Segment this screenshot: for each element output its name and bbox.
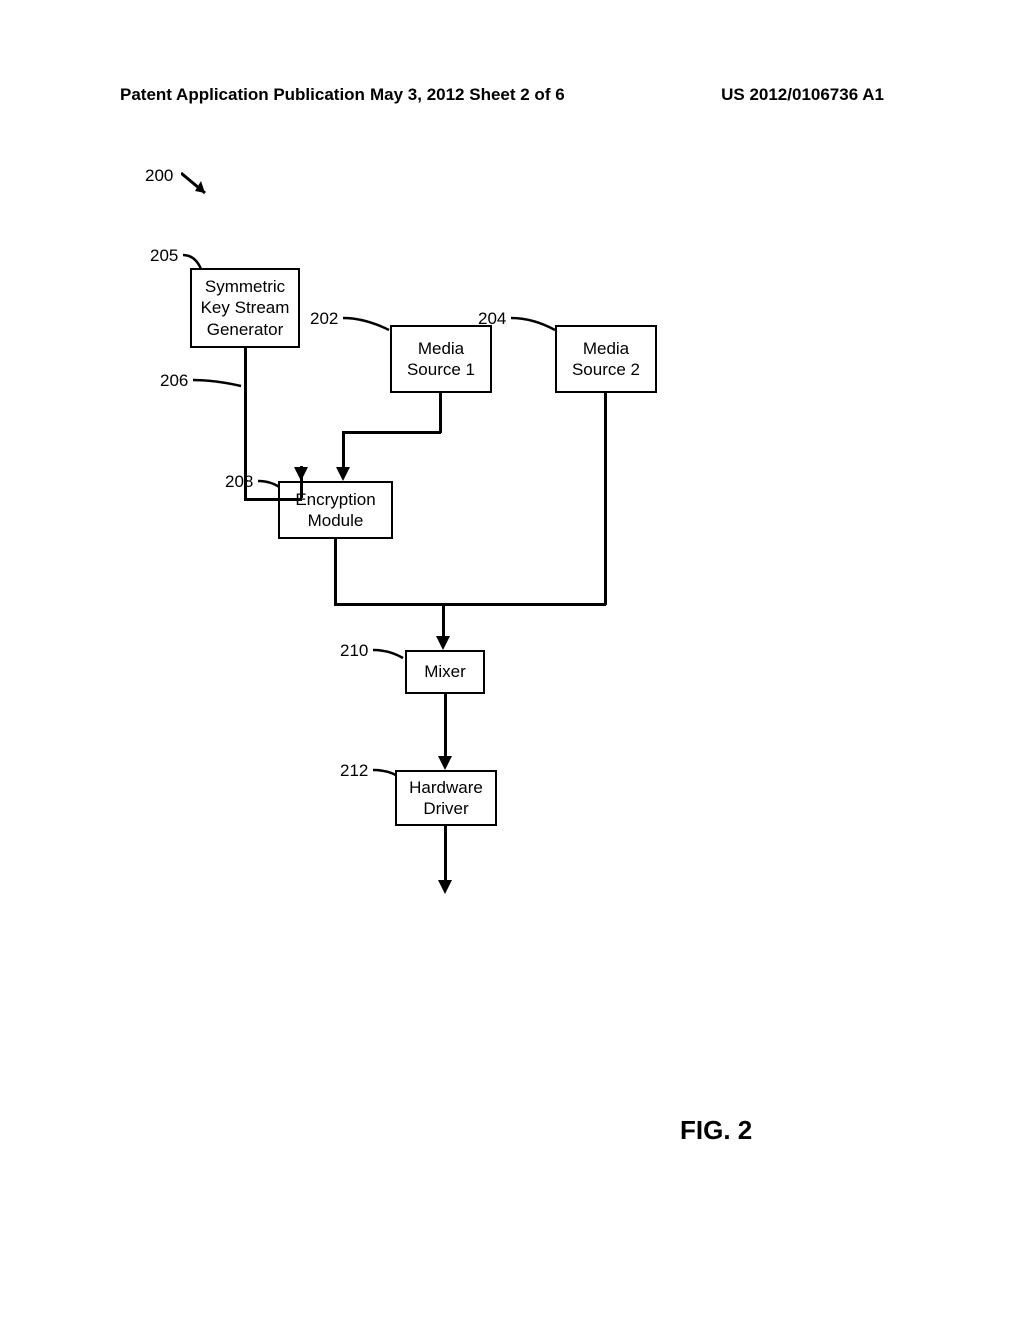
ref-208: 208 xyxy=(225,473,253,490)
ref-212: 212 xyxy=(340,762,368,779)
header-left: Patent Application Publication xyxy=(120,85,365,105)
edge-src1-enc-h xyxy=(342,431,441,434)
edge-enc-mixer-v2 xyxy=(442,603,445,638)
flowchart-diagram: 200 205 SymmetricKey StreamGenerator 202… xyxy=(0,140,1024,1040)
box-hardware-driver: HardwareDriver xyxy=(395,770,497,826)
ref-210: 210 xyxy=(340,642,368,659)
edge-driver-out-v xyxy=(444,826,447,882)
edge-src2-mixer-h xyxy=(444,603,606,606)
box-mixer-text: Mixer xyxy=(424,661,466,682)
box-encryption-text: EncryptionModule xyxy=(295,489,375,532)
box-sym-key-text: SymmetricKey StreamGenerator xyxy=(201,276,290,340)
edge-src2-mixer-v xyxy=(604,393,607,605)
header-right: US 2012/0106736 A1 xyxy=(721,85,884,105)
edge-symkey-enc-arrow xyxy=(294,467,308,481)
edge-symkey-enc-v1 xyxy=(244,348,247,500)
figure-label: FIG. 2 xyxy=(680,1115,752,1146)
box-media-source-1: MediaSource 1 xyxy=(390,325,492,393)
edge-symkey-enc-h xyxy=(244,498,302,501)
header-center: May 3, 2012 Sheet 2 of 6 xyxy=(370,85,565,105)
ref-202: 202 xyxy=(310,310,338,327)
ref-204: 204 xyxy=(478,310,506,327)
edge-src1-enc-v1 xyxy=(439,393,442,433)
ref-202-leader xyxy=(343,308,393,338)
ref-205: 205 xyxy=(150,247,178,264)
ref-200: 200 xyxy=(145,167,173,184)
box-media-source-2: MediaSource 2 xyxy=(555,325,657,393)
ref-206: 206 xyxy=(160,372,188,389)
box-sym-key-generator: SymmetricKey StreamGenerator xyxy=(190,268,300,348)
page-header: Patent Application Publication May 3, 20… xyxy=(0,85,1024,105)
box-media-source-2-text: MediaSource 2 xyxy=(572,338,640,381)
edge-src1-enc-v2 xyxy=(342,431,345,469)
box-driver-text: HardwareDriver xyxy=(409,777,483,820)
ref-206-leader xyxy=(193,370,243,400)
edge-mixer-driver-arrow xyxy=(438,756,452,770)
edge-mixer-driver-v xyxy=(444,694,447,758)
box-mixer: Mixer xyxy=(405,650,485,694)
edge-driver-out-arrow xyxy=(438,880,452,894)
edge-enc-mixer-h xyxy=(334,603,444,606)
edge-enc-mixer-v1 xyxy=(334,539,337,605)
ref-200-arrow xyxy=(181,165,221,205)
box-media-source-1-text: MediaSource 1 xyxy=(407,338,475,381)
ref-204-leader xyxy=(511,308,561,338)
edge-src1-enc-arrow xyxy=(336,467,350,481)
edge-enc-mixer-arrow xyxy=(436,636,450,650)
box-encryption-module: EncryptionModule xyxy=(278,481,393,539)
